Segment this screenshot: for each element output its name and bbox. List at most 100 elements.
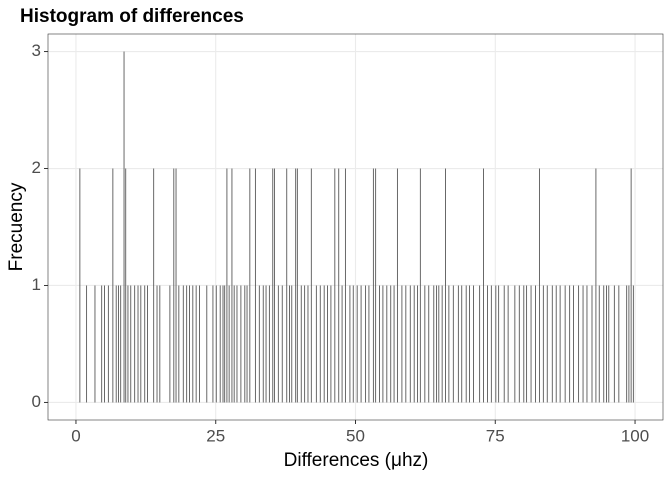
bar: [212, 285, 214, 403]
y-tick-label: 1: [32, 275, 41, 294]
bar: [409, 285, 411, 403]
x-tick-label: 100: [621, 426, 649, 445]
bar: [206, 285, 208, 403]
bar: [334, 168, 336, 403]
bar: [338, 168, 340, 403]
bar: [281, 285, 283, 403]
x-tick-label: 25: [206, 426, 225, 445]
bar: [436, 285, 438, 403]
bar: [586, 285, 588, 403]
bar: [483, 168, 484, 403]
bar: [555, 285, 557, 403]
bar: [578, 285, 580, 403]
bar: [413, 285, 415, 403]
bar: [495, 285, 497, 403]
bar: [304, 285, 306, 403]
bar: [233, 285, 235, 403]
bar: [127, 285, 129, 403]
bar: [199, 285, 200, 403]
bar: [530, 285, 532, 403]
bar: [94, 285, 96, 403]
bar: [613, 285, 615, 403]
bar: [490, 285, 492, 403]
bar: [379, 285, 380, 403]
bar: [272, 168, 274, 403]
bar: [215, 285, 217, 403]
bar: [630, 168, 632, 403]
bar: [535, 285, 536, 403]
bar: [441, 285, 443, 403]
bar: [236, 285, 238, 403]
bar: [598, 285, 600, 403]
bar: [117, 285, 119, 403]
bar: [249, 168, 251, 403]
bar: [606, 285, 607, 403]
bar: [307, 285, 309, 403]
bar: [101, 285, 103, 403]
bar: [341, 285, 343, 403]
bar: [469, 285, 471, 403]
bar: [273, 168, 275, 403]
bar: [137, 285, 139, 403]
bar: [582, 285, 584, 403]
bar: [125, 168, 127, 403]
bar: [86, 285, 88, 403]
bar: [352, 285, 354, 403]
y-tick-label: 0: [32, 392, 41, 411]
bar: [365, 285, 367, 403]
bar: [573, 285, 574, 403]
bar: [140, 285, 142, 403]
bar: [608, 285, 610, 403]
bar: [219, 285, 221, 403]
bar: [291, 285, 293, 403]
bar: [368, 285, 370, 403]
bar: [295, 168, 297, 403]
bar: [175, 168, 177, 403]
bar: [417, 285, 419, 403]
bar: [526, 285, 528, 403]
bar: [551, 285, 553, 403]
bar: [222, 285, 224, 403]
bar: [178, 285, 180, 403]
bar: [603, 285, 605, 403]
bar: [349, 285, 351, 403]
bar: [159, 285, 161, 403]
bar: [231, 168, 233, 403]
bar: [372, 168, 374, 403]
bar: [79, 168, 81, 403]
bar: [564, 285, 566, 403]
bar: [386, 285, 388, 403]
bar: [503, 285, 505, 403]
bar: [461, 285, 463, 403]
bar: [112, 168, 114, 403]
bar: [396, 168, 398, 403]
bar: [144, 285, 146, 403]
bar: [134, 285, 136, 403]
bar: [479, 285, 481, 403]
bar: [286, 168, 288, 403]
bar: [186, 285, 188, 403]
bar: [375, 168, 377, 403]
bar: [433, 285, 435, 403]
bar: [569, 285, 571, 403]
bar: [115, 285, 117, 403]
bar: [327, 285, 328, 403]
bar: [356, 285, 358, 403]
bar: [315, 285, 317, 403]
y-tick-label: 2: [32, 158, 41, 177]
bar: [244, 285, 246, 403]
bar: [147, 285, 148, 403]
bar: [192, 285, 194, 403]
bar: [277, 285, 279, 403]
bar: [226, 168, 228, 403]
bar: [360, 285, 362, 403]
bar: [228, 285, 230, 403]
bar: [448, 285, 450, 403]
bar: [393, 285, 395, 403]
x-tick-label: 75: [486, 426, 505, 445]
bar: [628, 285, 630, 403]
bar: [319, 285, 321, 403]
bar: [310, 168, 312, 403]
y-axis-title: Frecuency: [6, 182, 27, 271]
